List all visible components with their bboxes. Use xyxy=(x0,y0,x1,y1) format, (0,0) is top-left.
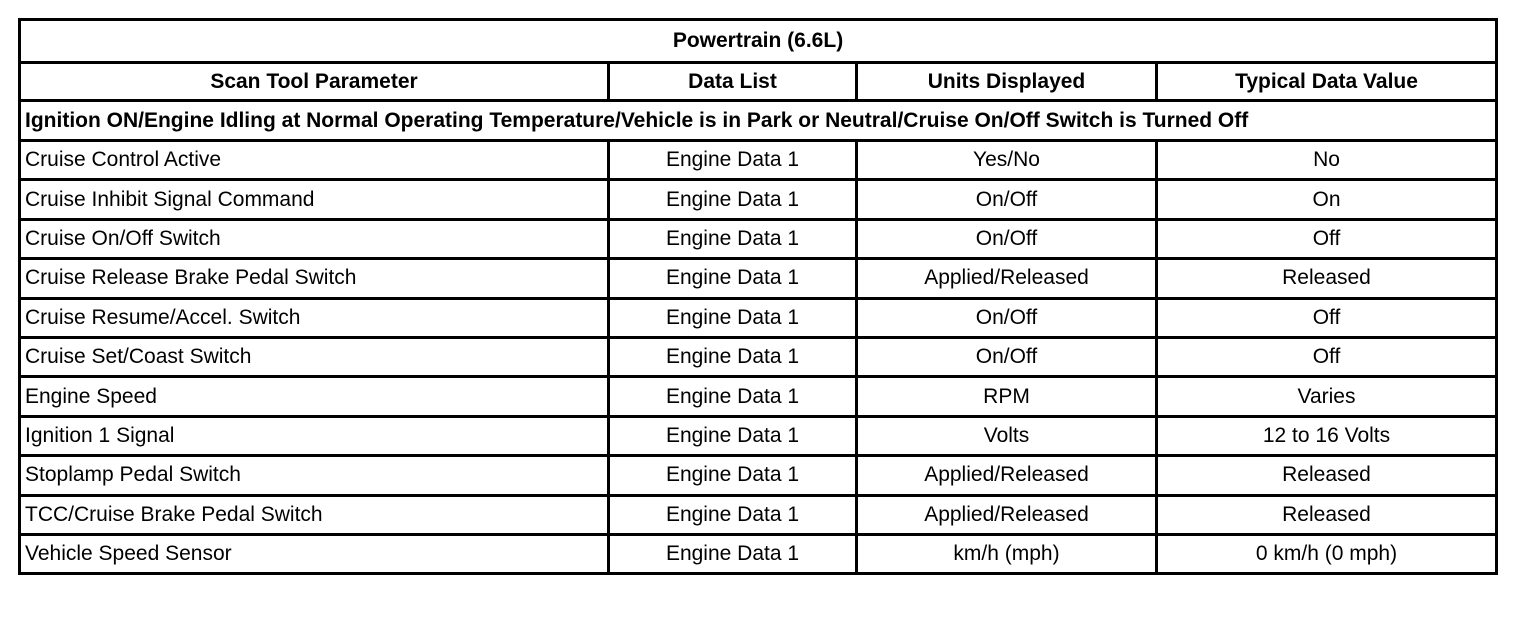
units-cell: Applied/Released xyxy=(855,257,1158,300)
condition-row: Ignition ON/Engine Idling at Normal Oper… xyxy=(18,99,1498,142)
typical-value-cell: Off xyxy=(1155,335,1498,379)
table-row: Cruise Release Brake Pedal Switch Engine … xyxy=(18,257,1498,300)
table-row: Ignition 1 Signal Engine Data 1 Volts 12 to… xyxy=(18,414,1498,458)
data-list-cell: Engine Data 1 xyxy=(607,493,858,536)
typical-value-cell: No xyxy=(1155,138,1498,182)
data-list-cell: Engine Data 1 xyxy=(607,138,858,182)
parameter-cell: Cruise Release Brake Pedal Switch xyxy=(18,257,610,300)
table-row: Engine Speed Engine Data 1 RPM Varies xyxy=(18,375,1498,418)
typical-value-cell: Released xyxy=(1155,257,1498,300)
data-list-cell: Engine Data 1 xyxy=(607,375,858,418)
parameter-cell: TCC/Cruise Brake Pedal Switch xyxy=(18,493,610,536)
table-row: Stoplamp Pedal Switch Engine Data 1 Applie… xyxy=(18,454,1498,497)
column-header: Scan Tool Parameter xyxy=(18,61,610,102)
column-header: Data List xyxy=(607,61,858,102)
data-list-cell: Engine Data 1 xyxy=(607,178,858,221)
parameter-cell: Stoplamp Pedal Switch xyxy=(18,454,610,497)
data-list-cell: Engine Data 1 xyxy=(607,532,858,576)
table-row: Cruise Control Active Engine Data 1 Yes/No… xyxy=(18,138,1498,182)
parameter-cell: Cruise On/Off Switch xyxy=(18,217,610,261)
column-header: Units Displayed xyxy=(855,61,1158,102)
data-list-cell: Engine Data 1 xyxy=(607,217,858,261)
table-row: Cruise On/Off Switch Engine Data 1 On/Off O… xyxy=(18,217,1498,261)
table-row: Cruise Set/Coast Switch Engine Data 1 On/O… xyxy=(18,335,1498,379)
data-list-cell: Engine Data 1 xyxy=(607,296,858,339)
parameter-cell: Cruise Inhibit Signal Command xyxy=(18,178,610,221)
condition-text: Ignition ON/Engine Idling at Normal Oper… xyxy=(18,99,1498,142)
units-cell: On/Off xyxy=(855,217,1158,261)
units-cell: On/Off xyxy=(855,296,1158,339)
data-list-cell: Engine Data 1 xyxy=(607,414,858,458)
data-list-cell: Engine Data 1 xyxy=(607,454,858,497)
table-title-row: Powertrain (6.6L) xyxy=(18,18,1498,64)
parameter-cell: Cruise Resume/Accel. Switch xyxy=(18,296,610,339)
units-cell: km/h (mph) xyxy=(855,532,1158,576)
table-title: Powertrain (6.6L) xyxy=(18,18,1498,64)
typical-value-cell: Released xyxy=(1155,454,1498,497)
units-cell: On/Off xyxy=(855,178,1158,221)
parameter-cell: Vehicle Speed Sensor xyxy=(18,532,610,576)
typical-value-cell: 12 to 16 Volts xyxy=(1155,414,1498,458)
typical-value-cell: Varies xyxy=(1155,375,1498,418)
typical-value-cell: 0 km/h (0 mph) xyxy=(1155,532,1498,576)
units-cell: Applied/Released xyxy=(855,454,1158,497)
units-cell: Applied/Released xyxy=(855,493,1158,536)
typical-value-cell: Off xyxy=(1155,217,1498,261)
parameter-cell: Engine Speed xyxy=(18,375,610,418)
typical-value-cell: Released xyxy=(1155,493,1498,536)
table-row: Cruise Resume/Accel. Switch Engine Data 1… xyxy=(18,296,1498,339)
units-cell: Volts xyxy=(855,414,1158,458)
header-row: Scan Tool Parameter Data List Units Disp… xyxy=(18,61,1498,102)
table-row: Vehicle Speed Sensor Engine Data 1 km/h (m… xyxy=(18,532,1498,576)
units-cell: Yes/No xyxy=(855,138,1158,182)
data-list-cell: Engine Data 1 xyxy=(607,257,858,300)
units-cell: On/Off xyxy=(855,335,1158,379)
parameter-cell: Cruise Control Active xyxy=(18,138,610,182)
parameter-cell: Cruise Set/Coast Switch xyxy=(18,335,610,379)
typical-value-cell: On xyxy=(1155,178,1498,221)
parameter-cell: Ignition 1 Signal xyxy=(18,414,610,458)
data-list-cell: Engine Data 1 xyxy=(607,335,858,379)
scan-tool-data-table: Powertrain (6.6L) Scan Tool Parameter Da… xyxy=(18,18,1498,576)
units-cell: RPM xyxy=(855,375,1158,418)
table-row: Cruise Inhibit Signal Command Engine Data… xyxy=(18,178,1498,221)
table-row: TCC/Cruise Brake Pedal Switch Engine Data… xyxy=(18,493,1498,536)
column-header: Typical Data Value xyxy=(1155,61,1498,102)
typical-value-cell: Off xyxy=(1155,296,1498,339)
